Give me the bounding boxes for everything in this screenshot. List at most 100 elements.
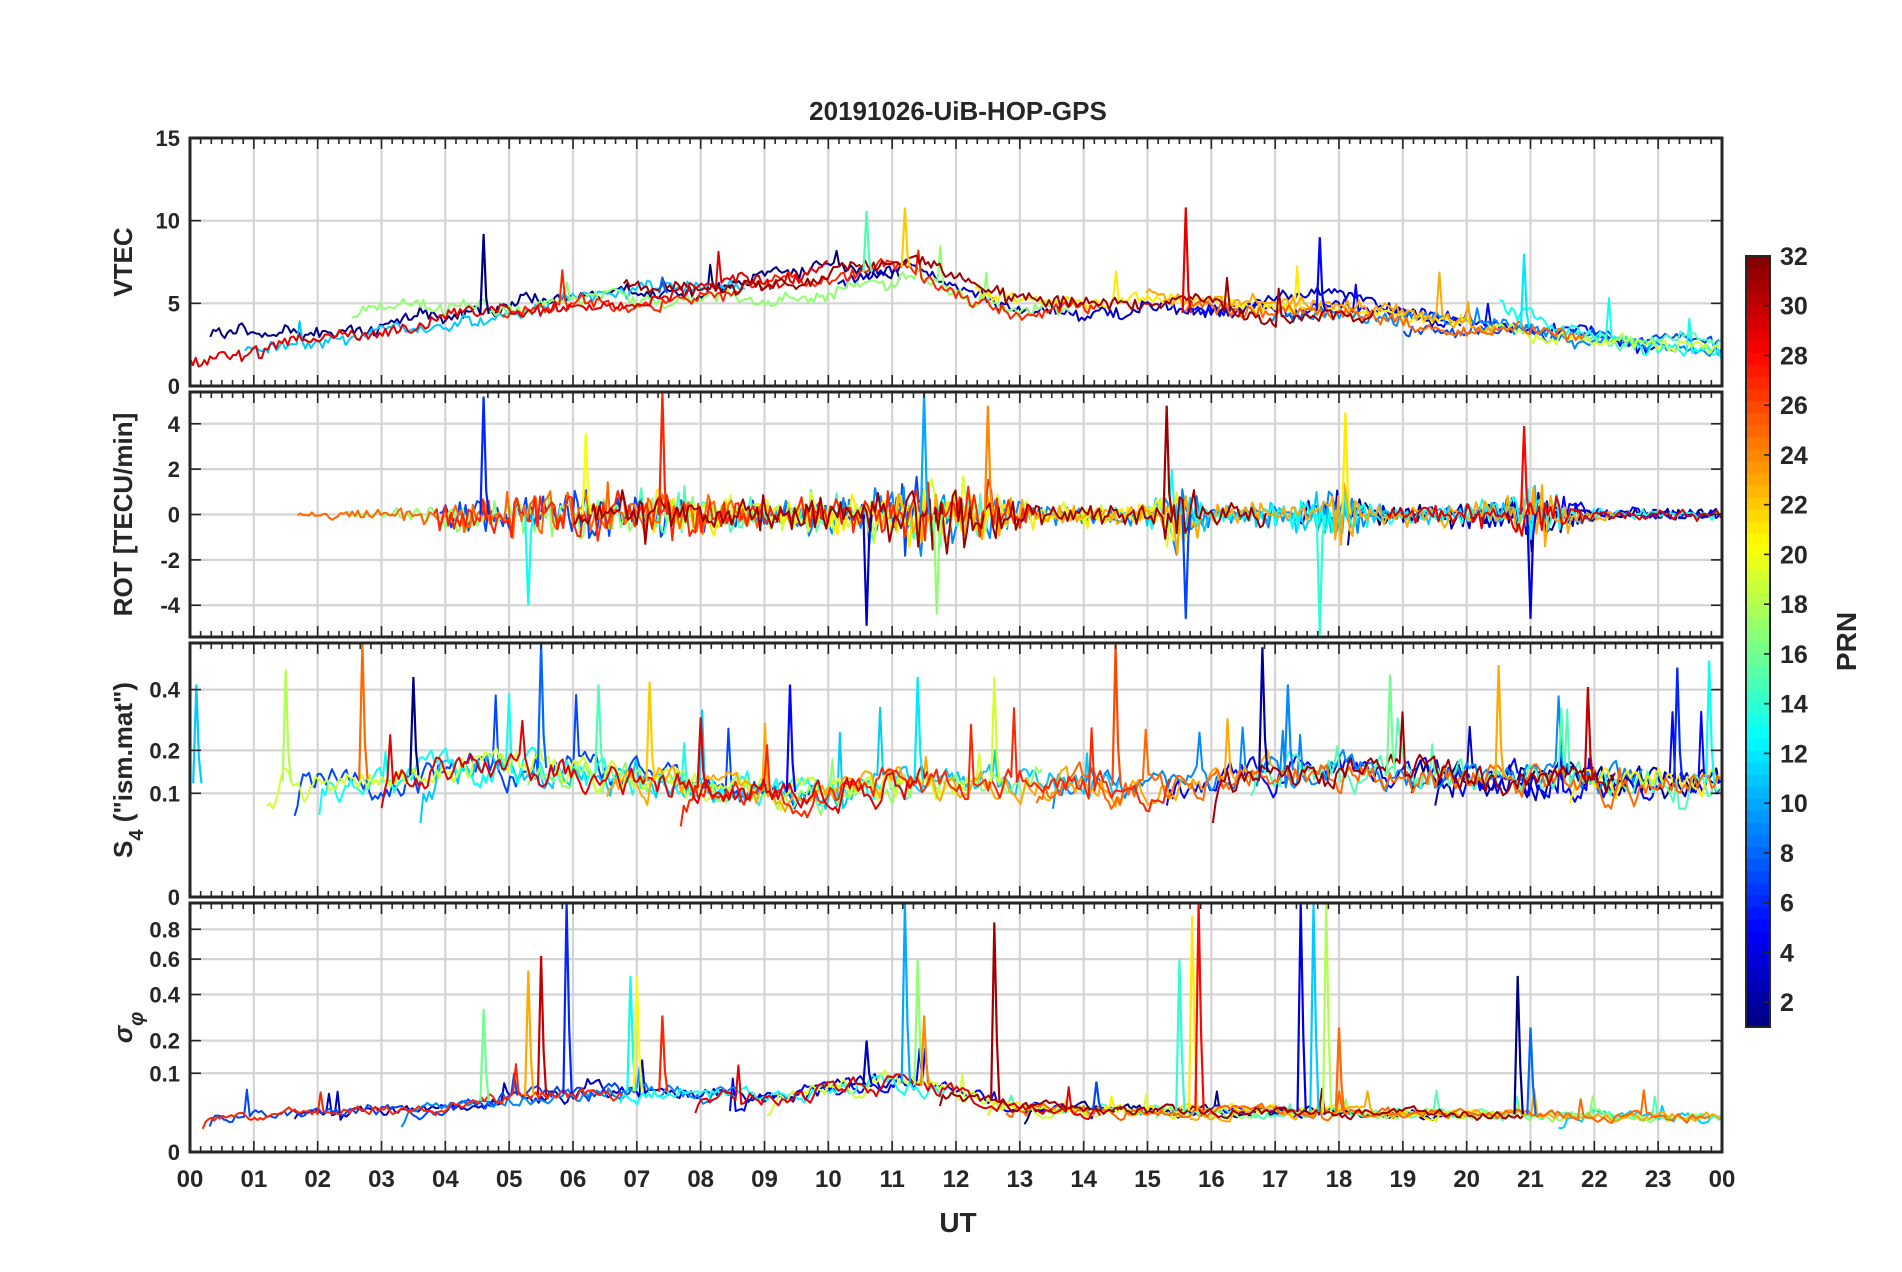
spike-trace: [658, 391, 669, 515]
colorbar-band: [1746, 304, 1770, 317]
colorbar-band: [1746, 569, 1770, 582]
y-tick-label: 0: [168, 503, 180, 528]
spike-trace: [562, 902, 573, 1094]
y-tick-label: 0: [168, 885, 180, 910]
x-tick-label: 20: [1453, 1166, 1480, 1193]
x-tick-label: 11: [879, 1166, 904, 1193]
prn-trace: [1211, 711, 1616, 824]
prn-trace: [1567, 330, 1722, 352]
prn-trace: [189, 250, 829, 368]
spike-trace: [900, 902, 912, 1084]
colorbar-tick-label: 18: [1780, 591, 1808, 619]
x-axis: 00 01 02 03 04 05 06 07 08 09 10 11 12 13 14 15 16 17 18 19…: [177, 1166, 1736, 1193]
colorbar-tick-label: 14: [1780, 691, 1808, 719]
spike-trace: [983, 405, 995, 515]
spike-trace: [1258, 647, 1269, 773]
colorbar-tick-label: 30: [1780, 293, 1808, 321]
colorbar-band: [1746, 665, 1770, 679]
x-tick-label: 09: [751, 1166, 778, 1193]
colorbar-band: [1746, 653, 1770, 667]
prn-trace: [1005, 1089, 1710, 1124]
colorbar-band: [1746, 870, 1770, 884]
colorbar-tick-label: 22: [1780, 492, 1808, 520]
series-group: [266, 692, 1722, 827]
spike-trace: [192, 684, 203, 784]
colorbar-label: PRN: [1831, 612, 1862, 671]
y-axis-label: ROT [TECU/min]: [108, 413, 138, 617]
y-tick-label: -4: [160, 593, 180, 618]
spike-trace: [409, 676, 420, 776]
spike-trace: [1321, 902, 1333, 1113]
spike-trace: [524, 970, 535, 1096]
spike-trace: [1494, 665, 1505, 778]
x-tick-label: 21: [1517, 1166, 1544, 1193]
y-tick-label: 10: [156, 209, 180, 234]
colorbar-band: [1746, 593, 1770, 606]
spike-trace: [1519, 253, 1531, 328]
colorbar-tick-label: 12: [1780, 740, 1808, 768]
x-tick-label: 14: [1070, 1166, 1097, 1193]
x-tick-label: 00: [177, 1166, 204, 1193]
x-tick-label: 04: [432, 1166, 459, 1193]
prn-trace: [679, 707, 1171, 827]
colorbar-band: [1746, 930, 1770, 944]
spike-trace: [1385, 674, 1397, 775]
x-tick-label: 17: [1262, 1166, 1289, 1193]
prn-trace: [974, 264, 1471, 325]
y-axis-label: σφ: [108, 1012, 148, 1043]
spike-trace: [1583, 686, 1595, 781]
spike-trace: [1315, 514, 1327, 635]
spike-trace: [1513, 975, 1524, 1115]
spike-trace: [479, 1008, 490, 1102]
spike-trace: [581, 432, 592, 515]
colorbar-band: [1746, 448, 1770, 462]
colorbar-band: [1746, 641, 1770, 655]
colorbar-band: [1746, 774, 1770, 787]
colorbar-tick-label: 8: [1780, 840, 1794, 868]
colorbar-band: [1746, 605, 1770, 619]
spike-trace: [1111, 645, 1122, 786]
prn-trace: [201, 1063, 623, 1130]
y-axis-label: VTEC: [108, 227, 138, 297]
prn-trace: [1385, 495, 1721, 537]
spike-trace: [1704, 660, 1716, 784]
series-group: [201, 1047, 1722, 1130]
colorbar-band: [1746, 424, 1770, 438]
colorbar-band: [1746, 894, 1770, 908]
x-tick-label: 15: [1134, 1166, 1161, 1193]
prn-trace: [874, 482, 1618, 556]
spike-trace: [862, 514, 873, 626]
spike-trace: [536, 955, 548, 1095]
spike-trace: [281, 669, 292, 782]
spike-trace: [479, 233, 490, 315]
spike-trace: [358, 642, 369, 780]
spike-trace: [862, 210, 873, 273]
colorbar-frame: [1745, 255, 1771, 1028]
series-group: [296, 468, 1723, 557]
colorbar-tick-label: 26: [1780, 392, 1808, 420]
spike-trace: [1283, 684, 1295, 771]
prn-trace: [987, 1095, 1506, 1123]
colorbar-band: [1746, 810, 1770, 823]
x-tick-label: 05: [496, 1166, 523, 1193]
prn-trace: [1184, 300, 1586, 342]
colorbar-band: [1746, 376, 1770, 390]
x-tick-label: 10: [815, 1166, 842, 1193]
y-tick-label: 0.6: [149, 947, 180, 972]
prn-trace: [266, 747, 983, 812]
colorbar-band: [1746, 400, 1770, 414]
y-tick-label: 0.8: [149, 917, 180, 942]
colorbar-band: [1746, 581, 1770, 594]
colorbar-band: [1746, 737, 1770, 751]
x-tick-label: 22: [1581, 1166, 1608, 1193]
colorbar-band: [1746, 786, 1770, 799]
x-tick-label: 18: [1326, 1166, 1353, 1193]
x-tick-label: 02: [304, 1166, 331, 1193]
x-tick-label: 01: [240, 1166, 267, 1193]
prn-trace: [1108, 484, 1542, 542]
spike-trace: [594, 684, 605, 774]
spike-trace: [1162, 405, 1173, 515]
spike-trace: [900, 207, 912, 268]
colorbar-band: [1746, 713, 1770, 727]
